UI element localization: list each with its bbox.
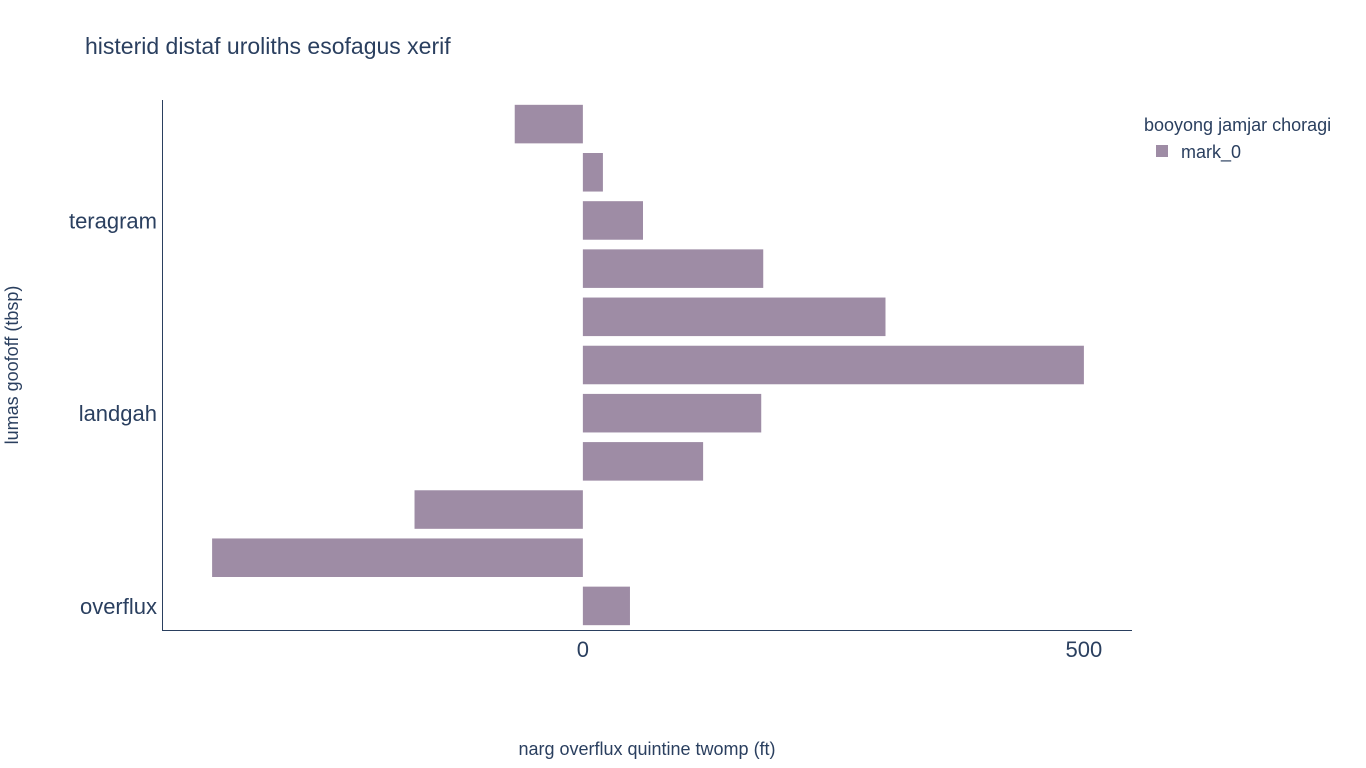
y-axis-title: lumas goofoff (tbsp) xyxy=(2,286,22,445)
bar-3[interactable] xyxy=(582,249,764,288)
bar-10[interactable] xyxy=(582,586,630,626)
x-tick-label-1: 500 xyxy=(1066,637,1103,662)
bar-0[interactable] xyxy=(514,104,583,144)
bar-2[interactable] xyxy=(582,201,643,240)
y-ticks-group: teragram landgah overflux xyxy=(69,208,157,618)
x-axis-title: narg overflux quintine twomp (ft) xyxy=(518,739,775,759)
y-tick-label-teragram: teragram xyxy=(69,208,157,233)
x-ticks-group: 0 500 xyxy=(577,637,1103,662)
bars-group xyxy=(212,104,1084,626)
chart-title: histerid distaf uroliths esofagus xerif xyxy=(85,33,451,59)
bar-4[interactable] xyxy=(582,297,886,337)
legend-swatch-mark-0[interactable] xyxy=(1156,145,1168,157)
bar-8[interactable] xyxy=(414,490,583,529)
bar-9[interactable] xyxy=(212,538,583,577)
legend: booyong jamjar choragi mark_0 xyxy=(1144,115,1331,163)
legend-title: booyong jamjar choragi xyxy=(1144,115,1331,135)
y-tick-label-overflux: overflux xyxy=(80,594,157,619)
bar-5[interactable] xyxy=(582,345,1084,385)
bar-1[interactable] xyxy=(582,153,603,192)
bar-7[interactable] xyxy=(582,442,704,481)
y-tick-label-landgah: landgah xyxy=(79,401,157,426)
x-tick-label-0: 0 xyxy=(577,637,589,662)
legend-label-mark-0[interactable]: mark_0 xyxy=(1181,142,1241,163)
bar-6[interactable] xyxy=(582,393,762,433)
